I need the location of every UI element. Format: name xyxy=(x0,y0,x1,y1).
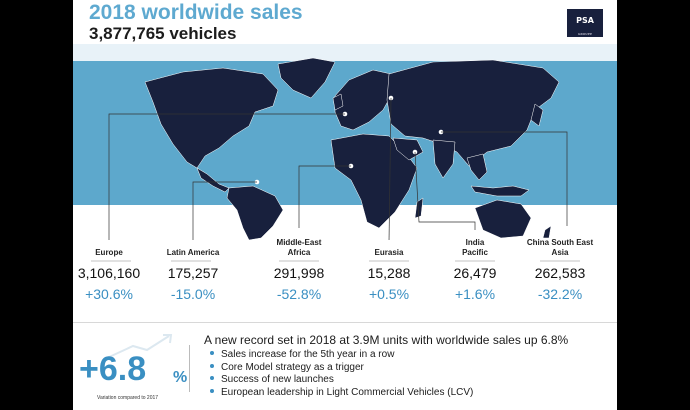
section-divider xyxy=(73,322,617,323)
bullet-dot xyxy=(210,376,214,380)
region-change: -32.2% xyxy=(537,286,583,302)
bullet-dot xyxy=(210,363,214,368)
asia xyxy=(386,59,560,167)
summary-bullets: Sales increase for the 5th year in a row… xyxy=(210,349,473,399)
region-name: Europe xyxy=(95,248,123,257)
bullet-text: European leadership in Light Commercial … xyxy=(221,386,474,398)
new-zealand xyxy=(542,225,552,239)
bullet-item: Core Model strategy as a trigger xyxy=(210,362,473,375)
psa-logo: PSA GROUPE xyxy=(567,9,603,37)
marker-australia xyxy=(462,209,468,215)
marker-india-pacific xyxy=(412,149,418,155)
leader-middle-east-africa xyxy=(298,165,351,228)
logo-subtext: GROUPE xyxy=(577,32,592,36)
leader-eurasia xyxy=(388,97,392,240)
bullet-item: European leadership in Light Commercial … xyxy=(210,387,473,400)
page-title: 2018 worldwide sales xyxy=(89,1,303,24)
growth-unit: % xyxy=(173,369,188,386)
southeast-asia xyxy=(466,153,488,181)
slide: 2018 worldwide sales 3,877,765 vehicles … xyxy=(73,0,617,410)
growth-arrow-icon xyxy=(106,334,173,359)
leader-india-pacific xyxy=(414,151,476,230)
region-underlines xyxy=(91,260,580,262)
australia xyxy=(474,199,532,239)
region-middle-east-africa: Middle-East Africa xyxy=(254,230,344,258)
region-change: +30.6% xyxy=(85,286,133,302)
africa xyxy=(330,133,418,229)
region-latin-america: Latin America xyxy=(148,230,238,258)
summary-headline: A new record set in 2018 at 3.9M units w… xyxy=(204,333,569,347)
region-europe: Europe xyxy=(73,230,154,258)
leader-europe xyxy=(108,113,345,240)
region-name: Middle-East Africa xyxy=(276,238,322,257)
region-value: 26,479 xyxy=(453,265,497,281)
region-china-sea: China South East Asia xyxy=(515,230,605,258)
region-change: -52.8% xyxy=(276,286,322,302)
region-india-pacific: India Pacific xyxy=(430,230,520,258)
bullet-dot xyxy=(210,388,214,393)
map-band-top xyxy=(73,44,617,61)
growth-figure: +6.8 xyxy=(79,350,147,388)
logo-text: PSA xyxy=(576,16,594,25)
region-change: +0.5% xyxy=(368,286,410,302)
bullet-text: Sales increase for the 5th year in a row xyxy=(221,349,395,360)
india xyxy=(432,139,456,179)
total-vehicles: 3,877,765 vehicles xyxy=(89,24,237,43)
region-name: China South East Asia xyxy=(526,238,594,257)
south-america xyxy=(226,185,284,240)
region-value: 262,583 xyxy=(534,265,586,281)
region-value: 15,288 xyxy=(367,265,411,281)
world-map xyxy=(108,57,568,240)
britain xyxy=(332,93,344,111)
region-value: 3,106,160 xyxy=(77,265,141,281)
region-name: Latin America xyxy=(166,248,220,257)
variation-note: Variation compared to 2017 xyxy=(97,395,159,401)
region-name: Eurasia xyxy=(374,248,404,257)
bullet-text: Success of new launches xyxy=(221,374,334,385)
leader-latin-america xyxy=(192,181,257,240)
madagascar xyxy=(414,197,424,219)
region-name: India Pacific xyxy=(462,238,488,257)
region-value: 291,998 xyxy=(273,265,325,281)
region-value: 175,257 xyxy=(167,265,219,281)
bullet-item: Sales increase for the 5th year in a row xyxy=(210,349,473,362)
north-america xyxy=(144,67,279,169)
indonesia xyxy=(470,185,530,197)
region-change: +1.6% xyxy=(454,286,496,302)
arabia xyxy=(392,137,424,161)
region-eurasia: Eurasia xyxy=(344,230,434,258)
central-america xyxy=(196,167,230,193)
leader-china xyxy=(441,131,568,226)
europe-land xyxy=(334,69,394,131)
japan xyxy=(530,103,544,127)
bullet-item: Success of new launches xyxy=(210,374,473,387)
bullet-dot xyxy=(210,351,214,355)
greenland xyxy=(277,57,336,99)
bullet-text: Core Model strategy as a trigger xyxy=(221,361,364,373)
summary-divider xyxy=(189,345,190,392)
region-change: -15.0% xyxy=(170,286,216,302)
